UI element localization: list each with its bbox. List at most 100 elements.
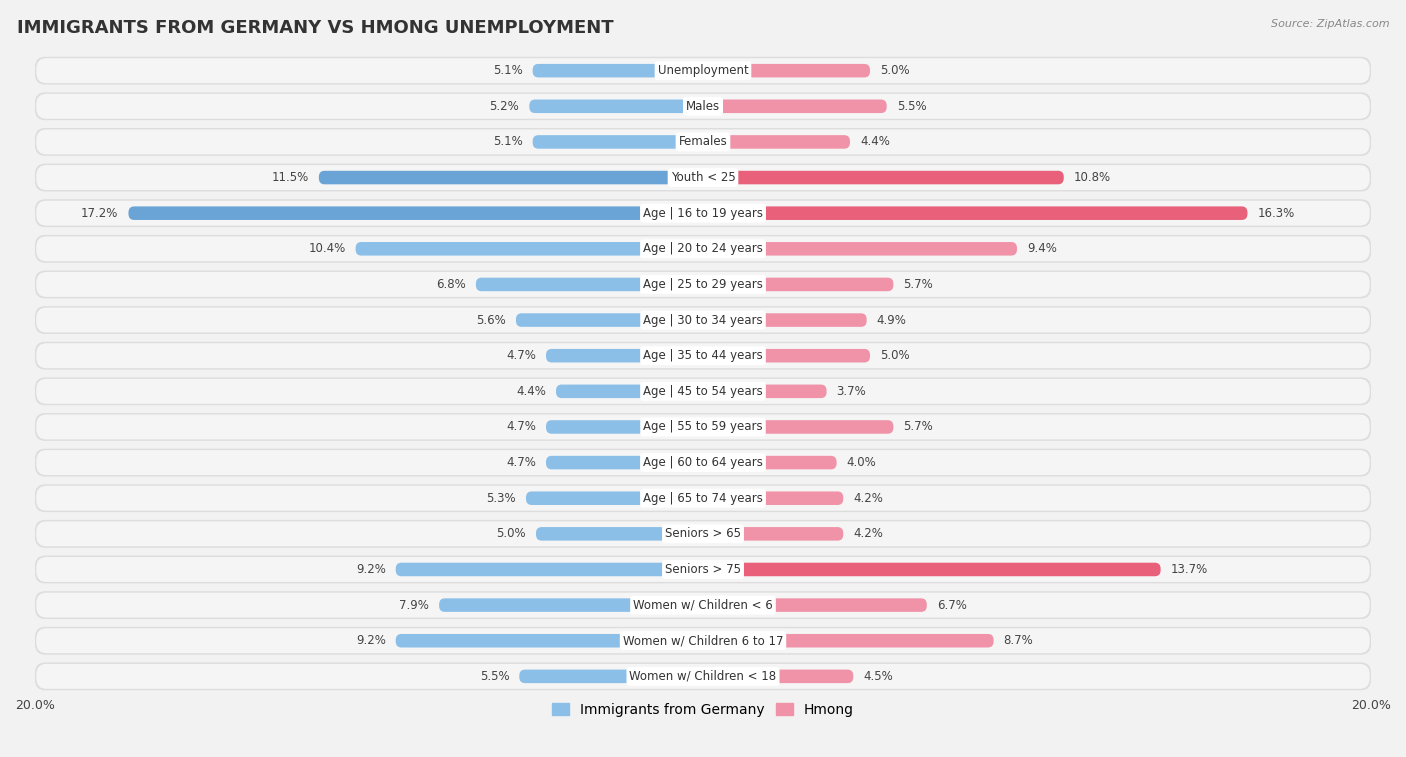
Text: 9.2%: 9.2% [356, 563, 385, 576]
FancyBboxPatch shape [35, 591, 1371, 619]
FancyBboxPatch shape [536, 527, 703, 540]
Text: 5.0%: 5.0% [880, 64, 910, 77]
Text: Age | 45 to 54 years: Age | 45 to 54 years [643, 385, 763, 398]
FancyBboxPatch shape [37, 129, 1369, 154]
Text: 4.7%: 4.7% [506, 420, 536, 434]
FancyBboxPatch shape [37, 201, 1369, 226]
Text: 10.8%: 10.8% [1074, 171, 1111, 184]
Text: 4.7%: 4.7% [506, 349, 536, 362]
Text: 5.7%: 5.7% [904, 278, 934, 291]
FancyBboxPatch shape [35, 484, 1371, 512]
FancyBboxPatch shape [37, 343, 1369, 368]
FancyBboxPatch shape [703, 207, 1247, 220]
FancyBboxPatch shape [35, 342, 1371, 369]
Text: 4.0%: 4.0% [846, 456, 876, 469]
Text: 6.7%: 6.7% [936, 599, 967, 612]
FancyBboxPatch shape [703, 278, 893, 291]
FancyBboxPatch shape [703, 420, 893, 434]
FancyBboxPatch shape [546, 420, 703, 434]
FancyBboxPatch shape [519, 670, 703, 683]
FancyBboxPatch shape [35, 413, 1371, 441]
FancyBboxPatch shape [37, 593, 1369, 618]
FancyBboxPatch shape [35, 556, 1371, 584]
FancyBboxPatch shape [395, 634, 703, 647]
FancyBboxPatch shape [703, 99, 887, 113]
Text: Age | 55 to 59 years: Age | 55 to 59 years [643, 420, 763, 434]
Text: Women w/ Children 6 to 17: Women w/ Children 6 to 17 [623, 634, 783, 647]
FancyBboxPatch shape [35, 449, 1371, 476]
FancyBboxPatch shape [703, 670, 853, 683]
Text: 9.2%: 9.2% [356, 634, 385, 647]
FancyBboxPatch shape [35, 92, 1371, 120]
FancyBboxPatch shape [546, 349, 703, 363]
Text: Age | 30 to 34 years: Age | 30 to 34 years [643, 313, 763, 326]
FancyBboxPatch shape [319, 171, 703, 184]
FancyBboxPatch shape [703, 313, 866, 327]
FancyBboxPatch shape [35, 627, 1371, 655]
Text: Women w/ Children < 6: Women w/ Children < 6 [633, 599, 773, 612]
FancyBboxPatch shape [526, 491, 703, 505]
Text: 5.7%: 5.7% [904, 420, 934, 434]
Text: 5.0%: 5.0% [496, 528, 526, 540]
Text: 4.4%: 4.4% [516, 385, 546, 398]
FancyBboxPatch shape [546, 456, 703, 469]
FancyBboxPatch shape [516, 313, 703, 327]
FancyBboxPatch shape [395, 562, 703, 576]
FancyBboxPatch shape [35, 128, 1371, 156]
FancyBboxPatch shape [37, 58, 1369, 83]
FancyBboxPatch shape [35, 270, 1371, 298]
FancyBboxPatch shape [475, 278, 703, 291]
Text: 5.5%: 5.5% [897, 100, 927, 113]
FancyBboxPatch shape [529, 99, 703, 113]
Text: Age | 60 to 64 years: Age | 60 to 64 years [643, 456, 763, 469]
FancyBboxPatch shape [356, 242, 703, 256]
FancyBboxPatch shape [35, 199, 1371, 227]
FancyBboxPatch shape [35, 378, 1371, 405]
Text: Seniors > 65: Seniors > 65 [665, 528, 741, 540]
FancyBboxPatch shape [37, 415, 1369, 439]
FancyBboxPatch shape [703, 634, 994, 647]
FancyBboxPatch shape [439, 598, 703, 612]
Text: 5.2%: 5.2% [489, 100, 519, 113]
FancyBboxPatch shape [35, 520, 1371, 548]
FancyBboxPatch shape [37, 378, 1369, 403]
FancyBboxPatch shape [35, 164, 1371, 192]
Text: 6.8%: 6.8% [436, 278, 465, 291]
Text: Source: ZipAtlas.com: Source: ZipAtlas.com [1271, 19, 1389, 29]
Text: 13.7%: 13.7% [1171, 563, 1208, 576]
FancyBboxPatch shape [703, 562, 1160, 576]
FancyBboxPatch shape [37, 486, 1369, 511]
Text: 10.4%: 10.4% [308, 242, 346, 255]
Text: Males: Males [686, 100, 720, 113]
FancyBboxPatch shape [703, 491, 844, 505]
FancyBboxPatch shape [37, 522, 1369, 547]
FancyBboxPatch shape [37, 272, 1369, 297]
Text: 8.7%: 8.7% [1004, 634, 1033, 647]
Legend: Immigrants from Germany, Hmong: Immigrants from Germany, Hmong [547, 697, 859, 722]
FancyBboxPatch shape [128, 207, 703, 220]
Text: Youth < 25: Youth < 25 [671, 171, 735, 184]
Text: 17.2%: 17.2% [82, 207, 118, 220]
FancyBboxPatch shape [703, 171, 1064, 184]
FancyBboxPatch shape [703, 527, 844, 540]
Text: Age | 25 to 29 years: Age | 25 to 29 years [643, 278, 763, 291]
Text: Unemployment: Unemployment [658, 64, 748, 77]
FancyBboxPatch shape [37, 94, 1369, 119]
Text: 5.6%: 5.6% [477, 313, 506, 326]
Text: 5.1%: 5.1% [494, 136, 523, 148]
Text: 11.5%: 11.5% [271, 171, 309, 184]
FancyBboxPatch shape [703, 349, 870, 363]
Text: Females: Females [679, 136, 727, 148]
FancyBboxPatch shape [37, 307, 1369, 332]
Text: 4.5%: 4.5% [863, 670, 893, 683]
FancyBboxPatch shape [533, 136, 703, 148]
FancyBboxPatch shape [703, 598, 927, 612]
FancyBboxPatch shape [703, 385, 827, 398]
FancyBboxPatch shape [703, 242, 1017, 256]
Text: 4.9%: 4.9% [877, 313, 907, 326]
FancyBboxPatch shape [703, 136, 851, 148]
FancyBboxPatch shape [35, 662, 1371, 690]
Text: 4.2%: 4.2% [853, 492, 883, 505]
Text: 5.1%: 5.1% [494, 64, 523, 77]
FancyBboxPatch shape [703, 456, 837, 469]
